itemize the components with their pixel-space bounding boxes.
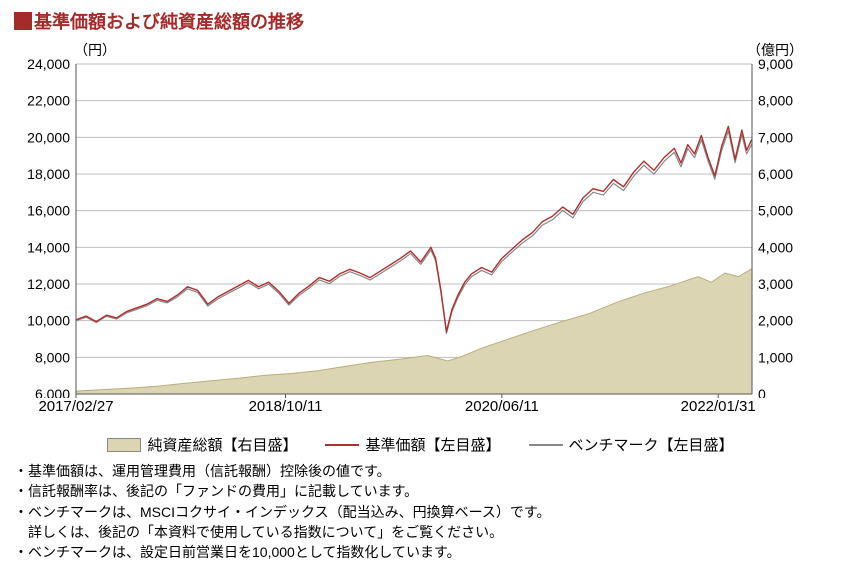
legend-item: 純資産総額【右目盛】 <box>107 434 297 455</box>
note-line: ・ベンチマークは、設定日前営業日を10,000として指数化しています。 <box>14 542 827 562</box>
legend-item: 基準価額【左目盛】 <box>325 434 500 455</box>
chart-container: 基準価額および純資産総額の推移 （円） （億円） 6,000 8,000 10,00… <box>0 0 841 570</box>
svg-text:9,000: 9,000 <box>758 58 793 72</box>
svg-text:12,000: 12,000 <box>27 276 70 292</box>
svg-text:0: 0 <box>758 386 766 398</box>
svg-text:4,000: 4,000 <box>758 239 793 255</box>
svg-text:6,000: 6,000 <box>35 386 70 398</box>
svg-text:5,000: 5,000 <box>758 203 793 219</box>
svg-text:8,000: 8,000 <box>35 349 70 365</box>
legend-swatch-line <box>325 444 359 446</box>
legend-item: ベンチマーク【左目盛】 <box>529 434 734 455</box>
svg-text:3,000: 3,000 <box>758 276 793 292</box>
x-axis-labels: 2017/02/27 2018/10/11 2020/06/11 2022/01/31 <box>14 398 827 422</box>
svg-text:8,000: 8,000 <box>758 93 793 109</box>
svg-text:16,000: 16,000 <box>27 203 70 219</box>
svg-text:2,000: 2,000 <box>758 313 793 329</box>
title-square-icon <box>14 12 32 30</box>
legend-swatch-box <box>107 438 141 452</box>
chart-notes: ・基準価額は、運用管理費用（信託報酬）控除後の値です。・信託報酬率は、後記の「フ… <box>14 461 827 562</box>
svg-text:20,000: 20,000 <box>27 129 70 145</box>
note-line: 詳しくは、後記の「本資料で使用している指数について」をご覧ください。 <box>14 522 827 542</box>
svg-text:10,000: 10,000 <box>27 313 70 329</box>
x-tick-label: 2017/02/27 <box>38 398 113 415</box>
svg-text:7,000: 7,000 <box>758 129 793 145</box>
svg-text:14,000: 14,000 <box>27 239 70 255</box>
svg-text:24,000: 24,000 <box>27 58 70 72</box>
chart-svg: 6,000 8,000 10,000 12,000 14,000 16,000 18,000… <box>14 58 814 398</box>
chart-title-row: 基準価額および純資産総額の推移 <box>14 8 827 34</box>
y-right-unit: （億円） <box>747 40 803 60</box>
axis-unit-labels: （円） （億円） <box>14 40 827 58</box>
y-left-unit: （円） <box>74 40 116 60</box>
chart-title: 基準価額および純資産総額の推移 <box>34 8 304 34</box>
legend-label: ベンチマーク【左目盛】 <box>569 434 734 455</box>
x-tick-label: 2020/06/11 <box>465 398 539 415</box>
note-line: ・信託報酬率は、後記の「ファンドの費用」に記載しています。 <box>14 481 827 501</box>
svg-text:22,000: 22,000 <box>27 93 70 109</box>
x-tick-label: 2022/01/31 <box>681 398 756 415</box>
svg-text:6,000: 6,000 <box>758 166 793 182</box>
series-area <box>76 269 752 394</box>
chart-legend: 純資産総額【右目盛】 基準価額【左目盛】 ベンチマーク【左目盛】 <box>14 434 827 455</box>
note-line: ・ベンチマークは、MSCIコクサイ・インデックス（配当込み、円換算ベース）です。 <box>14 502 827 522</box>
legend-swatch-line <box>529 444 563 446</box>
svg-text:18,000: 18,000 <box>27 166 70 182</box>
svg-text:1,000: 1,000 <box>758 349 793 365</box>
note-line: ・基準価額は、運用管理費用（信託報酬）控除後の値です。 <box>14 461 827 481</box>
chart-plot: 6,000 8,000 10,000 12,000 14,000 16,000 18,000… <box>14 58 827 398</box>
legend-label: 基準価額【左目盛】 <box>365 434 500 455</box>
legend-label: 純資産総額【右目盛】 <box>147 434 297 455</box>
x-tick-label: 2018/10/11 <box>249 398 323 415</box>
